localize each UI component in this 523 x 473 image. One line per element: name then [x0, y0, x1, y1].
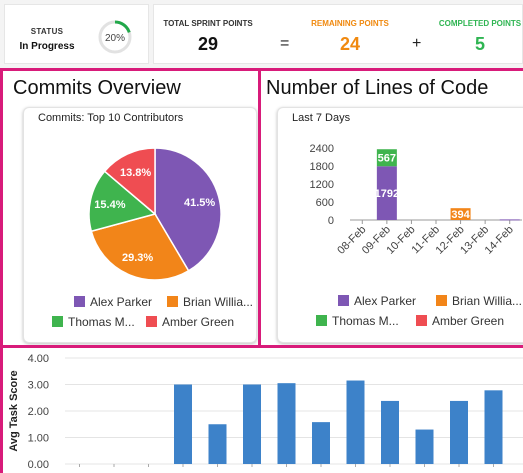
legend-item-alex-parker[interactable]: Alex Parker [338, 294, 416, 308]
y-tick-label: 2.00 [28, 406, 49, 418]
progress-percent: 20% [105, 33, 125, 44]
score-bar [208, 424, 227, 464]
lines-chart-card: Last 7 Days 2400 1800 1200 600 0 08-Feb 1792 56… [277, 107, 523, 343]
points-card: TOTAL SPRINT POINTS 29 = REMAINING POINT… [153, 4, 523, 64]
completed-points-value: 5 [474, 34, 485, 54]
total-points-value: 29 [197, 34, 219, 54]
legend-item-amber-green[interactable]: Amber Green [416, 314, 504, 328]
avg-task-score-panel: Avg Task Score 4.00 3.00 2.00 1.00 0.00 [0, 345, 523, 473]
pie-slice-label: 29.3% [122, 252, 153, 264]
remaining-points-caption: REMAINING POINTS [311, 19, 389, 28]
avg-task-score-chart: Avg Task Score 4.00 3.00 2.00 1.00 0.00 [8, 353, 523, 471]
bar-data-label: 567 [378, 153, 396, 165]
y-axis-label: Avg Task Score [8, 370, 20, 451]
stacked-bar-segment [450, 208, 471, 220]
panel-title: Number of Lines of Code [266, 77, 489, 99]
legend-item-thomas[interactable]: Thomas M... [52, 315, 135, 329]
bar-data-label: 394 [451, 209, 470, 221]
chart-title: Last 7 Days [292, 112, 351, 124]
pie-slice [154, 147, 222, 272]
pie-slice-label: 41.5% [184, 197, 215, 209]
legend-item-brian-williams[interactable]: Brian Willia... [436, 294, 522, 308]
y-tick-label: 1200 [310, 179, 334, 191]
bar-data-label: 1792 [375, 188, 399, 200]
pie-slice [90, 213, 190, 281]
legend-swatch [416, 315, 427, 326]
score-bar [415, 429, 434, 464]
remaining-points-value: 24 [339, 34, 361, 54]
legend-label: Brian Willia... [183, 295, 254, 309]
pie-slice [103, 147, 156, 216]
legend-swatch [146, 316, 157, 327]
legend-label: Alex Parker [354, 294, 417, 308]
y-tick-label: 2400 [310, 143, 334, 155]
y-tick-label: 1.00 [28, 433, 49, 445]
stacked-bar-segment [376, 166, 397, 220]
legend-item-alex-parker[interactable]: Alex Parker [74, 295, 152, 309]
commits-overview-panel: Commits Overview Commits: Top 10 Contrib… [0, 68, 261, 348]
legend-item-amber-green[interactable]: Amber Green [146, 315, 234, 329]
legend-label: Brian Willia... [452, 294, 523, 308]
lines-bar-chart: 240018001200600008-Feb179256709-Feb10-Fe… [310, 143, 522, 257]
y-tick-label: 1800 [310, 161, 334, 173]
legend-label: Thomas M... [68, 315, 135, 329]
total-points-caption: TOTAL SPRINT POINTS [163, 19, 253, 28]
y-tick-label: 600 [316, 197, 334, 209]
status-caption: STATUS [30, 27, 64, 36]
pie-slice-label: 15.4% [94, 199, 125, 211]
equals-sign: = [280, 35, 290, 52]
pie-slice-label: 13.8% [120, 167, 151, 179]
score-bar [484, 390, 503, 464]
legend-swatch [338, 295, 349, 306]
legend-item-brian-williams[interactable]: Brian Willia... [167, 295, 253, 309]
progress-ring-arc [114, 20, 131, 33]
legend-label: Alex Parker [90, 295, 153, 309]
legend-swatch [316, 315, 327, 326]
legend-swatch [52, 316, 63, 327]
legend-swatch [167, 296, 178, 307]
y-tick-label: 0.00 [28, 459, 49, 471]
lines-of-code-panel: Number of Lines of Code Last 7 Days 2400… [258, 68, 523, 348]
plus-sign: + [412, 35, 422, 52]
score-bar [243, 384, 261, 464]
completed-points-caption: COMPLETED POINTS [438, 19, 522, 28]
score-bar [450, 400, 468, 464]
chart-title: Commits: Top 10 Contributors [38, 112, 184, 124]
score-bar [346, 380, 365, 464]
legend-swatch [436, 295, 447, 306]
legend-label: Thomas M... [332, 314, 399, 328]
status-value: In Progress [19, 41, 75, 52]
y-tick-label: 3.00 [28, 380, 49, 392]
progress-ring: 20% [98, 20, 132, 54]
legend-item-thomas[interactable]: Thomas M... [316, 314, 399, 328]
score-bar [174, 384, 192, 464]
y-tick-label: 4.00 [28, 353, 49, 365]
stacked-bar-segment [499, 219, 520, 221]
pie-slice [88, 170, 157, 233]
legend-label: Amber Green [162, 315, 235, 329]
sprint-summary-bar: STATUS In Progress 20% TOTAL SPRINT POIN… [0, 0, 523, 68]
legend-swatch [74, 296, 85, 307]
score-bar [312, 422, 330, 464]
legend-label: Amber Green [432, 314, 505, 328]
status-card: STATUS In Progress 20% [4, 4, 149, 64]
y-tick-label: 0 [328, 215, 334, 227]
panel-title: Commits Overview [13, 77, 181, 99]
stacked-bar-segment [376, 149, 397, 167]
commits-pie-chart: 41.5% 29.3% 15.4% 13.8% [88, 147, 222, 281]
score-bar [277, 383, 296, 464]
score-bar [381, 400, 399, 464]
commits-chart-card: Commits: Top 10 Contributors 41.5% 29.3% 1… [23, 107, 257, 343]
